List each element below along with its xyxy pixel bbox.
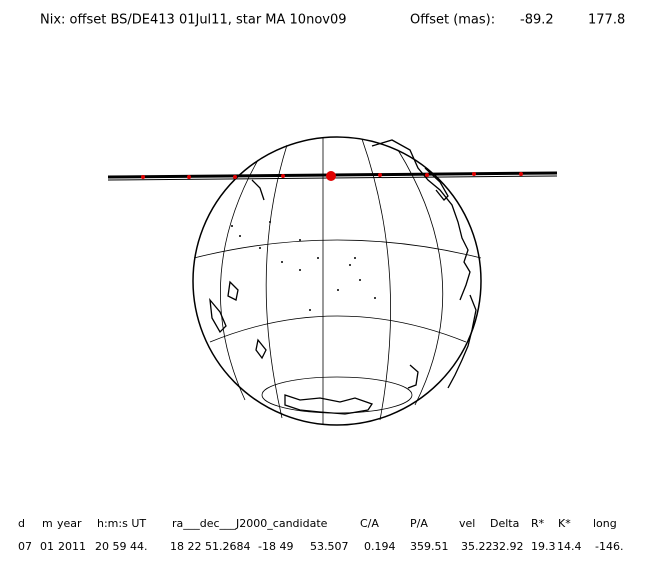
title: Nix: offset BS/DE413 01Jul11, star MA 10… bbox=[40, 13, 347, 28]
offset-label: Offset (mas): bbox=[410, 13, 495, 28]
column-header: h:m:s UT bbox=[97, 517, 146, 530]
table-cell: 53.507 bbox=[310, 540, 349, 553]
table-cell: -18 49 bbox=[258, 540, 293, 553]
table-cell: 0.194 bbox=[364, 540, 396, 553]
table-cell: 35.22 bbox=[461, 540, 493, 553]
table-cell: 07 bbox=[18, 540, 32, 553]
column-header: year bbox=[57, 517, 82, 530]
table-cell: 01 bbox=[40, 540, 54, 553]
table-cell: 32.92 bbox=[492, 540, 524, 553]
offset-value: -89.2 bbox=[520, 13, 554, 28]
column-header: long bbox=[593, 517, 617, 530]
table-cell: 14.4 bbox=[557, 540, 582, 553]
shadow-track bbox=[107, 171, 558, 181]
table-cell: -146. bbox=[595, 540, 623, 553]
column-header: C/A bbox=[360, 517, 379, 530]
table-cell: 2011 bbox=[58, 540, 86, 553]
column-header: K* bbox=[558, 517, 571, 530]
offset-value: 177.8 bbox=[588, 13, 625, 28]
column-header: m bbox=[42, 517, 53, 530]
table-cell: 20 59 44. bbox=[95, 540, 147, 553]
table-cell: 359.51 bbox=[410, 540, 449, 553]
data-table: d m year h:m:s UT ra___dec___J2000_candidate… bbox=[18, 517, 623, 553]
table-cell: 19.3 bbox=[531, 540, 556, 553]
column-header: P/A bbox=[410, 517, 428, 530]
globe bbox=[192, 136, 482, 426]
column-header: ra___dec___J2000_candidate bbox=[172, 517, 328, 530]
table-cell: 18 22 51.2684 bbox=[170, 540, 250, 553]
column-header: d bbox=[18, 517, 25, 530]
column-header: R* bbox=[531, 517, 545, 530]
column-header: Delta bbox=[490, 517, 519, 530]
column-header: vel bbox=[459, 517, 475, 530]
